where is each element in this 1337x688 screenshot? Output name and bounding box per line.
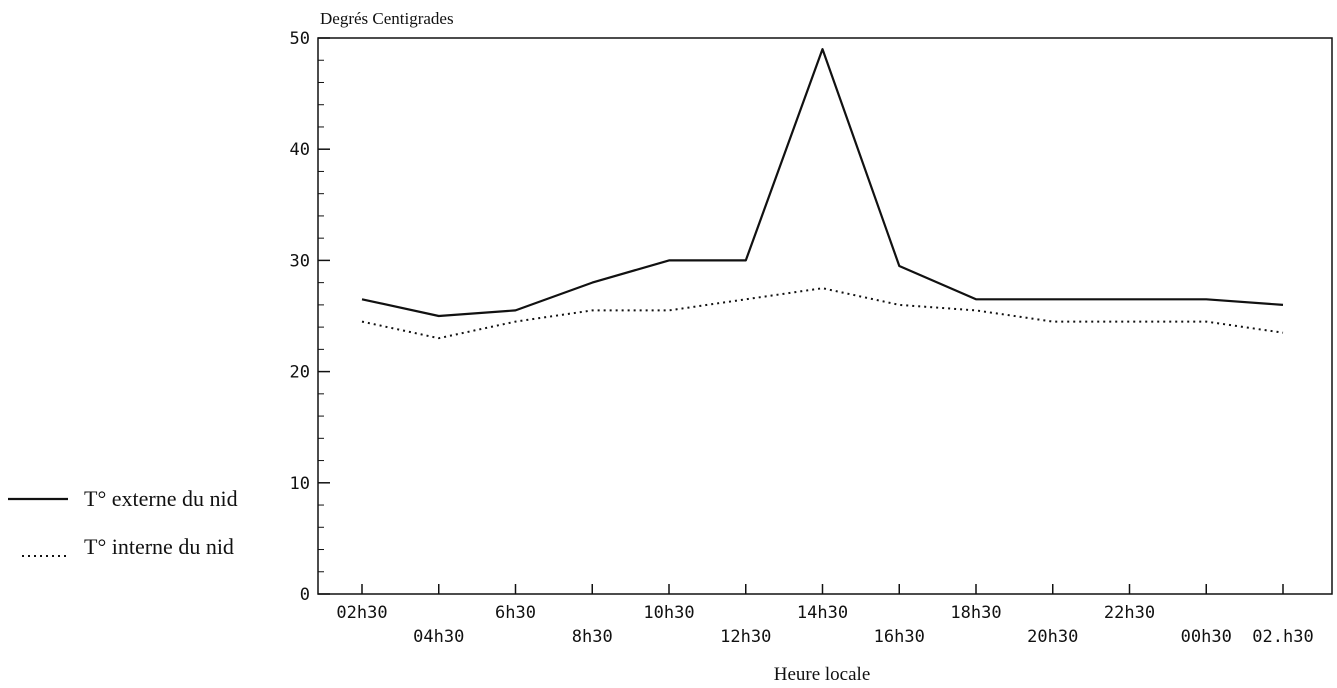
- y-axis-label: Degrés Centigrades: [320, 9, 454, 28]
- x-tick-label: 00h30: [1181, 627, 1232, 647]
- x-tick-label: 14h30: [797, 603, 848, 623]
- legend: T° externe du nid T° interne du nid: [8, 486, 238, 559]
- x-tick-label: 16h30: [874, 627, 925, 647]
- y-tick-label: 0: [300, 585, 310, 605]
- x-tick-label: 6h30: [495, 603, 536, 623]
- y-tick-label: 30: [290, 251, 310, 271]
- x-axis-label: Heure locale: [774, 664, 871, 685]
- y-ticks: 0 10 20 30 40 50: [290, 29, 330, 605]
- x-tick-label: 22h30: [1104, 603, 1155, 623]
- x-tick-label: 8h30: [572, 627, 613, 647]
- x-tick-label: 10h30: [643, 603, 694, 623]
- x-tick-label: 20h30: [1027, 627, 1078, 647]
- series-lines: [361, 47, 1284, 340]
- x-tick-label: 04h30: [413, 627, 464, 647]
- x-ticks: 02h30 04h30 6h30 8h30 10h30 12h30 14h30 16h30 18…: [336, 584, 1314, 647]
- y-tick-label: 40: [290, 140, 310, 160]
- series-line-0: [361, 47, 1284, 318]
- x-tick-label: 12h30: [720, 627, 771, 647]
- legend-label-externe: T° externe du nid: [84, 486, 238, 511]
- plot-frame: [317, 37, 1333, 595]
- x-tick-label: 02h30: [336, 603, 387, 623]
- x-tick-label: 02.h30: [1252, 627, 1313, 647]
- y-tick-label: 10: [290, 474, 310, 494]
- series-line-1: [361, 287, 1284, 340]
- y-tick-label: 20: [290, 363, 310, 383]
- y-tick-label: 50: [290, 29, 310, 49]
- x-tick-label: 18h30: [950, 603, 1001, 623]
- legend-label-interne: T° interne du nid: [84, 534, 234, 559]
